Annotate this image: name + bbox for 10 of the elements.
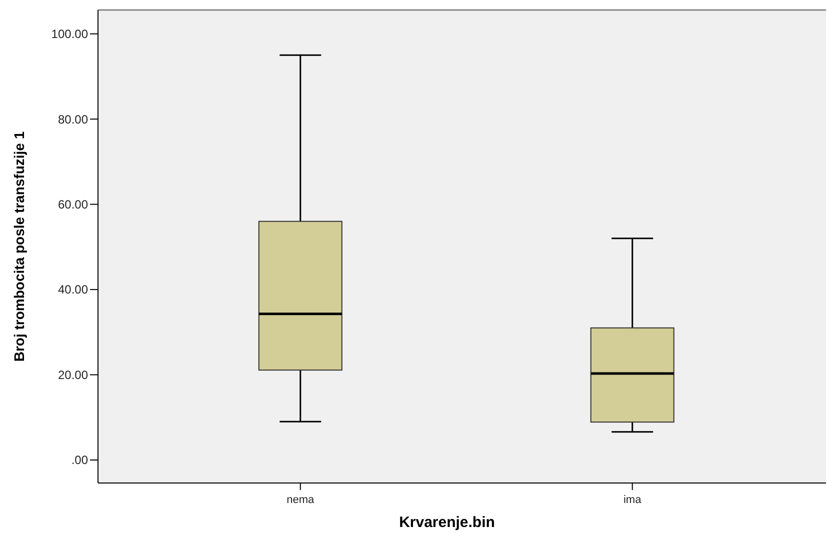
y-tick-label: .00: [71, 453, 88, 468]
x-tick-label: ima: [623, 494, 642, 506]
y-tick-label: 40.00: [58, 282, 88, 297]
y-tick-label: 100.00: [51, 27, 88, 42]
y-axis-title: Broj trombocita posle transfuzije 1: [11, 131, 27, 362]
y-tick-label: 20.00: [58, 368, 88, 382]
x-axis-title: Krvarenje.bin: [399, 514, 495, 531]
x-tick-label: nema: [286, 494, 316, 506]
y-tick-label: 80.00: [58, 112, 88, 126]
y-tick-label: 60.00: [58, 198, 88, 212]
